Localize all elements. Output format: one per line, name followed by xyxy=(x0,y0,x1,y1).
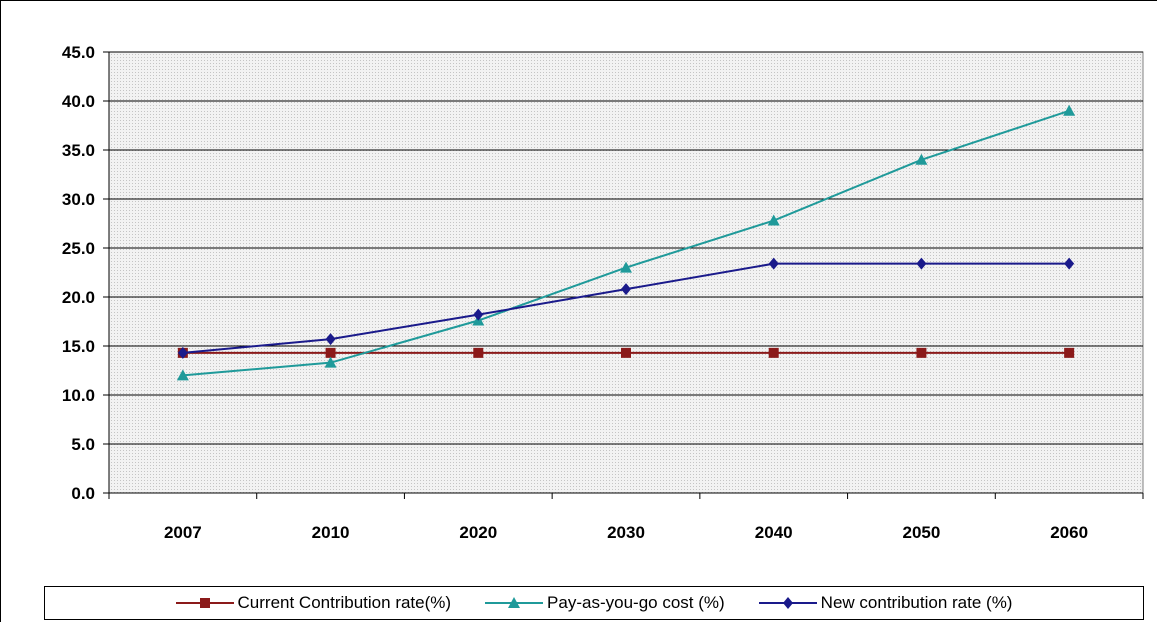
legend-item: Pay-as-you-go cost (%) xyxy=(485,593,725,613)
data-point-square xyxy=(621,347,631,358)
data-point-square xyxy=(916,347,927,358)
x-tick-label: 2050 xyxy=(903,523,941,542)
x-tick-label: 2007 xyxy=(164,523,202,542)
data-point-triangle xyxy=(620,261,632,273)
x-tick-label: 2040 xyxy=(755,523,793,542)
data-point-triangle xyxy=(915,153,928,165)
data-point-triangle xyxy=(767,214,780,226)
y-tick-label: 35.0 xyxy=(62,141,95,160)
y-tick-label: 5.0 xyxy=(71,435,95,454)
data-point-diamond xyxy=(621,283,631,296)
x-tick-label: 2020 xyxy=(459,523,497,542)
y-tick-label: 0.0 xyxy=(71,484,95,503)
legend-item: Current Contribution rate(%) xyxy=(175,593,452,613)
data-point-diamond xyxy=(916,257,927,270)
y-tick-label: 30.0 xyxy=(62,190,95,209)
data-point-square xyxy=(199,598,210,608)
data-point-diamond xyxy=(1064,257,1075,270)
y-tick-label: 40.0 xyxy=(62,92,95,111)
legend-label: New contribution rate (%) xyxy=(820,593,1013,612)
x-tick-label: 2060 xyxy=(1050,523,1088,542)
y-tick-label: 45.0 xyxy=(62,43,95,62)
data-point-diamond xyxy=(782,597,793,609)
y-tick-label: 10.0 xyxy=(62,386,95,405)
data-point-triangle xyxy=(176,369,189,381)
data-point-diamond xyxy=(177,346,188,359)
series-square xyxy=(177,347,1075,358)
data-point-triangle xyxy=(508,597,521,608)
legend-swatch xyxy=(485,597,544,608)
x-tick-label: 2010 xyxy=(312,523,350,542)
data-point-square xyxy=(473,347,484,358)
data-point-triangle xyxy=(324,356,337,368)
legend-item: New contribution rate (%) xyxy=(758,593,1013,613)
series-triangle xyxy=(176,104,1076,381)
legend-label: Pay-as-you-go cost (%) xyxy=(547,593,725,612)
legend: Current Contribution rate(%) Pay-as-you-g… xyxy=(44,586,1144,620)
y-tick-label: 15.0 xyxy=(62,337,95,356)
data-point-triangle xyxy=(1063,104,1076,116)
legend-swatch xyxy=(175,598,234,608)
y-tick-label: 25.0 xyxy=(62,239,95,258)
data-point-square xyxy=(768,347,779,358)
x-tick-label: 2030 xyxy=(607,523,645,542)
data-point-diamond xyxy=(768,257,779,270)
data-point-square xyxy=(325,347,336,358)
y-tick-label: 20.0 xyxy=(62,288,95,307)
legend-swatch xyxy=(758,597,817,609)
data-point-diamond xyxy=(325,333,336,346)
data-point-diamond xyxy=(473,308,484,321)
legend-label: Current Contribution rate(%) xyxy=(237,593,452,612)
data-point-square xyxy=(1064,347,1075,358)
series-diamond xyxy=(177,257,1075,359)
